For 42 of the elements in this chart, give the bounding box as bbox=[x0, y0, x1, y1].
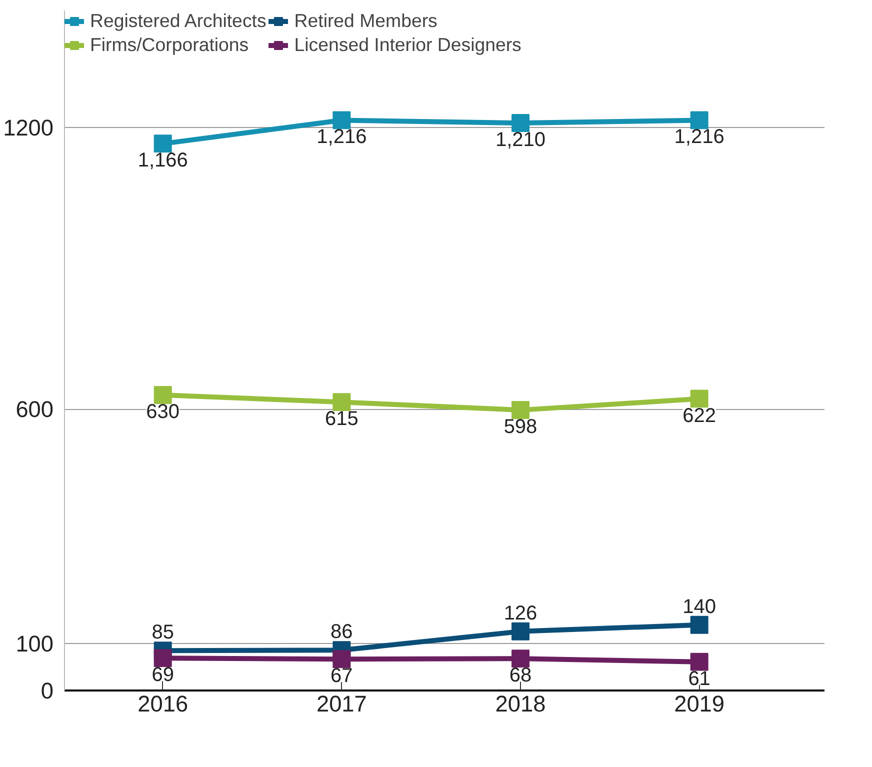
point bbox=[154, 134, 172, 153]
legend-label: Firms/Corporations bbox=[90, 34, 249, 56]
data-label: 140 bbox=[682, 596, 716, 618]
x-tick-label: 2018 bbox=[495, 690, 546, 716]
data-label: 1,166 bbox=[138, 150, 188, 172]
data-label: 69 bbox=[152, 664, 174, 686]
legend-label: Retired Members bbox=[294, 10, 438, 32]
data-label: 615 bbox=[324, 408, 358, 430]
data-label: 86 bbox=[330, 621, 353, 644]
x-tick-label: 2017 bbox=[316, 690, 367, 716]
point bbox=[512, 401, 530, 420]
x-tick-label: 2019 bbox=[674, 690, 725, 716]
point bbox=[332, 111, 351, 130]
y-tick-label: 100 bbox=[16, 630, 54, 657]
point bbox=[154, 649, 172, 668]
point bbox=[512, 622, 530, 640]
data-label: 126 bbox=[504, 602, 538, 624]
data-label: 630 bbox=[146, 401, 180, 424]
point bbox=[332, 393, 351, 412]
point bbox=[332, 650, 351, 668]
point bbox=[154, 386, 172, 404]
data-label: 61 bbox=[688, 668, 710, 690]
data-label: 622 bbox=[682, 404, 716, 427]
y-tick-label: 600 bbox=[16, 396, 54, 422]
data-label: 1,216 bbox=[316, 126, 367, 148]
point bbox=[690, 616, 708, 634]
point bbox=[690, 652, 708, 671]
data-label: 1,216 bbox=[674, 126, 724, 148]
x-tick-label: 2016 bbox=[138, 690, 188, 716]
y-tick-label: 1200 bbox=[3, 114, 54, 141]
legend-label: Registered Architects bbox=[90, 10, 266, 32]
point bbox=[512, 114, 530, 132]
point bbox=[512, 650, 530, 668]
data-label: 598 bbox=[504, 416, 538, 438]
point bbox=[690, 390, 708, 408]
data-label: 1,210 bbox=[495, 129, 546, 152]
data-label: 67 bbox=[330, 665, 353, 688]
y-tick-label: 0 bbox=[40, 678, 54, 704]
point bbox=[690, 111, 708, 130]
legend-label: Licensed Interior Designers bbox=[294, 34, 522, 56]
data-label: 85 bbox=[152, 622, 174, 644]
data-label: 68 bbox=[509, 664, 532, 687]
